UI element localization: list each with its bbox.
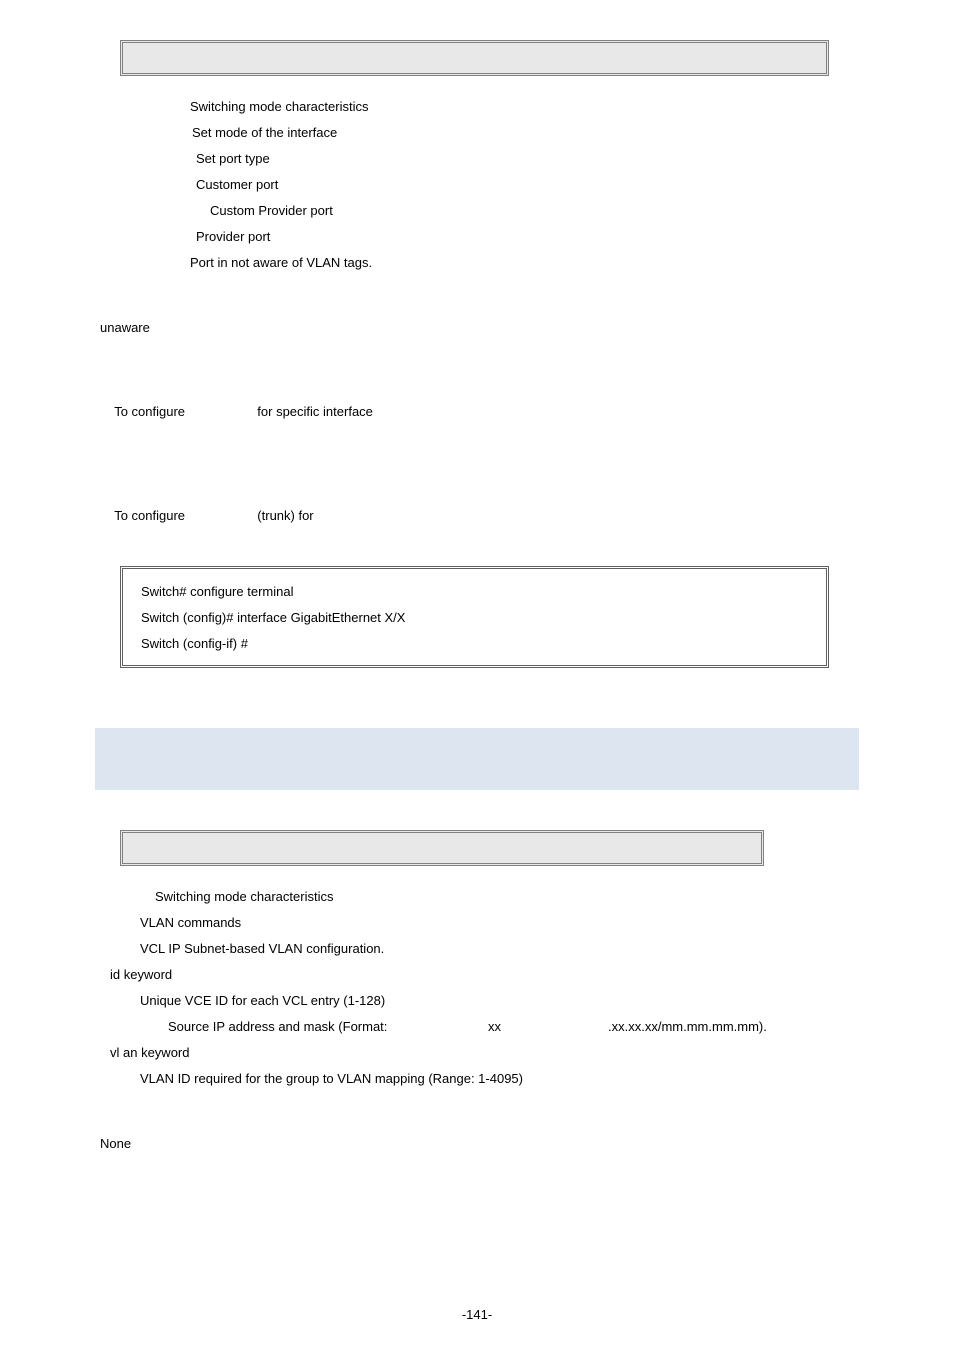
usage-line-2: To configure (trunk) for xyxy=(100,485,854,547)
usage-text: for specific interface xyxy=(257,404,373,419)
parameter-list-1: Switching mode characteristics Set mode … xyxy=(150,94,854,276)
param-line: Switching mode characteristics xyxy=(130,884,854,910)
parameter-list-2: Switching mode characteristics VLAN comm… xyxy=(130,884,854,1092)
param-line: Port in not aware of VLAN tags. xyxy=(150,250,854,276)
example-line: Switch (config-if) # xyxy=(141,631,808,657)
param-line: VCL IP Subnet-based VLAN configuration. xyxy=(130,936,854,962)
param-line: Custom Provider port xyxy=(150,198,854,224)
param-line: Set mode of the interface xyxy=(150,120,854,146)
ipv4-part-a: Source IP address and mask (Format: xyxy=(168,1014,488,1040)
default-value-1: unaware xyxy=(100,318,854,339)
syntax-box-1 xyxy=(120,40,829,76)
usage-spacer xyxy=(185,404,257,419)
param-line: Provider port xyxy=(150,224,854,250)
ipv4-part-b: xx xyxy=(488,1014,608,1040)
param-line: vl an keyword xyxy=(110,1040,854,1066)
usage-text: To configure xyxy=(114,404,185,419)
param-line: Set port type xyxy=(150,146,854,172)
usage-text: To configure xyxy=(114,508,185,523)
syntax-box-2 xyxy=(120,830,764,866)
section-banner xyxy=(95,728,859,790)
param-line: id keyword xyxy=(110,962,854,988)
example-line: Switch (config)# interface GigabitEthern… xyxy=(141,605,808,631)
usage-line-1: To configure for specific interface xyxy=(100,381,854,443)
page-content: Switching mode characteristics Set mode … xyxy=(0,0,954,1154)
param-line: Customer port xyxy=(150,172,854,198)
ipv4-part-c: .xx.xx.xx/mm.mm.mm.mm). xyxy=(608,1014,767,1040)
example-box: Switch# configure terminal Switch (confi… xyxy=(120,566,829,668)
example-line: Switch# configure terminal xyxy=(141,579,808,605)
param-line-ipv4: Source IP address and mask (Format: xx .… xyxy=(130,1014,854,1040)
usage-spacer xyxy=(185,508,257,523)
page-number: -141- xyxy=(0,1307,954,1322)
usage-text: (trunk) for xyxy=(257,508,313,523)
default-value-2: None xyxy=(100,1134,854,1155)
param-line: VLAN commands xyxy=(130,910,854,936)
param-line: Switching mode characteristics xyxy=(150,94,854,120)
param-line: VLAN ID required for the group to VLAN m… xyxy=(130,1066,854,1092)
param-line: Unique VCE ID for each VCL entry (1-128) xyxy=(130,988,854,1014)
